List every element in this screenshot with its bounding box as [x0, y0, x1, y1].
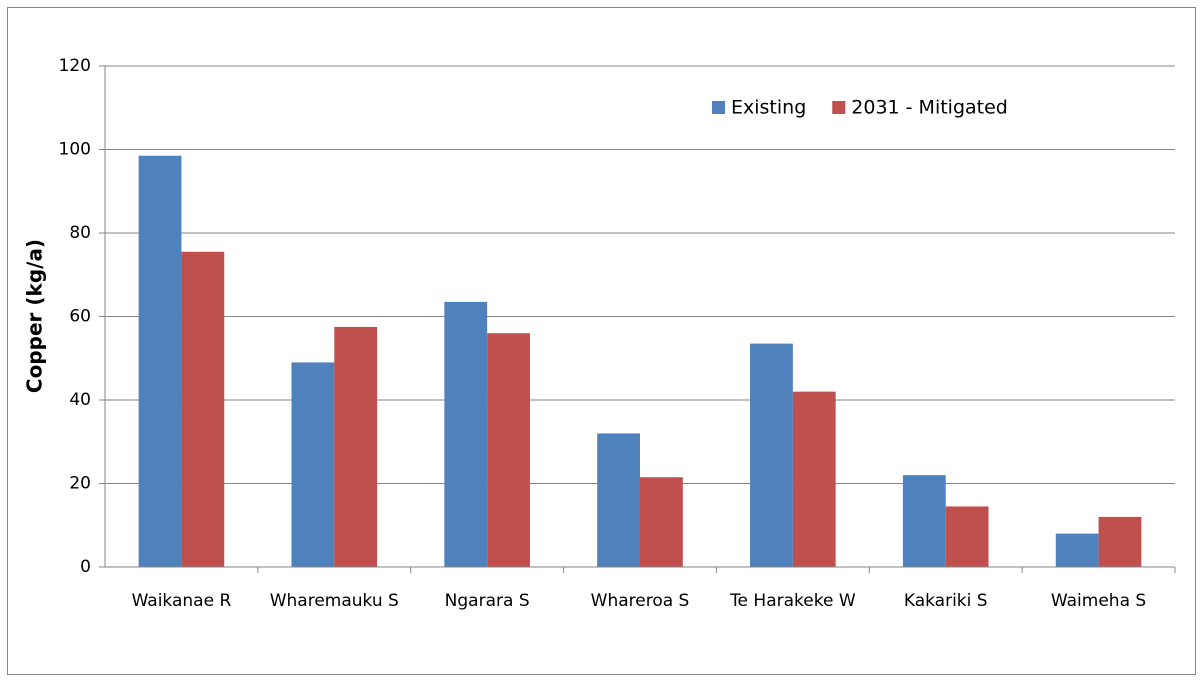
y-tick-label: 60	[69, 307, 91, 327]
bar	[792, 391, 836, 567]
legend-swatch	[832, 101, 846, 114]
bar	[1055, 533, 1099, 567]
bar	[334, 326, 378, 567]
legend-label: 2031 - Mitigated	[851, 97, 1008, 119]
bar	[640, 477, 683, 567]
legend-label: Existing	[731, 97, 806, 119]
y-tick-label: 100	[59, 140, 91, 160]
y-axis-label: Copper (kg/a)	[23, 239, 47, 393]
x-tick-label: Ngarara S	[445, 591, 530, 611]
bar	[181, 251, 225, 567]
bar	[291, 362, 335, 567]
bar	[902, 475, 946, 567]
bar	[444, 301, 488, 567]
bar	[597, 433, 640, 567]
y-tick-label: 40	[69, 390, 91, 410]
x-tick-label: Te Harakeke W	[729, 591, 856, 611]
bar	[1098, 516, 1142, 567]
legend-swatch	[712, 101, 725, 114]
y-tick-label: 20	[69, 474, 91, 494]
y-tick-label: 80	[69, 223, 91, 243]
y-tick-label: 0	[80, 557, 91, 577]
y-tick-label: 120	[59, 56, 91, 76]
bar	[945, 506, 989, 567]
x-tick-label: Waimeha S	[1051, 591, 1146, 611]
x-tick-label: Kakariki S	[904, 591, 988, 611]
x-tick-label: Whareroa S	[591, 591, 690, 611]
bar	[487, 333, 530, 567]
bar	[138, 155, 182, 567]
x-tick-label: Waikanae R	[132, 591, 232, 611]
x-tick-label: Wharemauku S	[270, 591, 399, 611]
bar	[750, 343, 793, 567]
